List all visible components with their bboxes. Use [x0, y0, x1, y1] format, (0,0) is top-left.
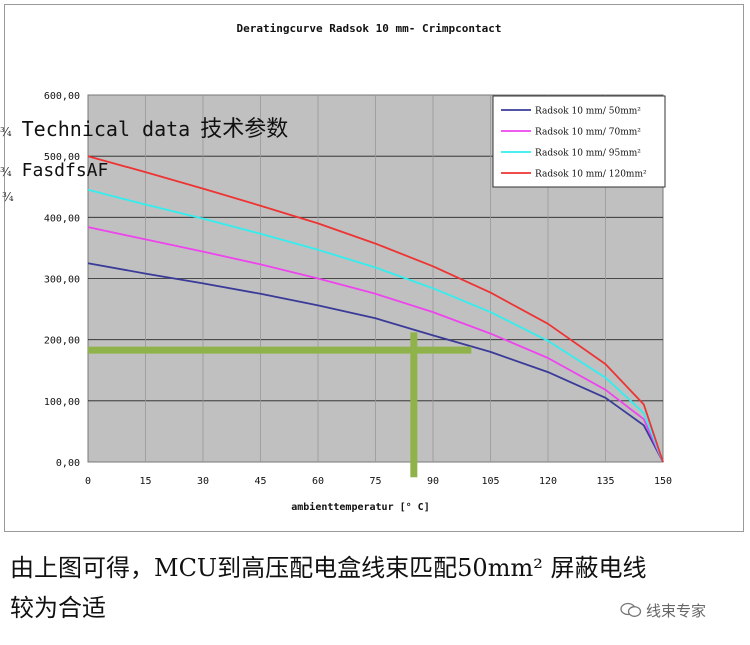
wechat-icon [620, 602, 642, 617]
legend-box [492, 95, 666, 188]
caption: 由上图可得，MCU到高压配电盒线束匹配50mm² 屏蔽电线 较为合适 [10, 548, 745, 628]
watermark-text: 线束专家 [646, 602, 707, 620]
y-tick-label: 300,00 [44, 275, 80, 286]
x-tick-label: 30 [197, 476, 209, 487]
caption-line-1: 由上图可得，MCU到高压配电盒线束匹配50mm² 屏蔽电线 [10, 554, 647, 582]
fasd-text: ¾ FasdfsAF [0, 160, 108, 181]
technical-label: Technical data [21, 117, 191, 141]
y-tick-label: 100,00 [44, 397, 80, 408]
y-tick-label: 400,00 [44, 213, 80, 224]
chart-frame: Deratingcurve Radsok 10 mm- Crimpcontact… [4, 4, 744, 532]
x-tick-label: 120 [539, 476, 557, 487]
legend-label-2: Radsok 10 mm/ 70mm² [535, 128, 641, 138]
chart: Deratingcurve Radsok 10 mm- Crimpcontact… [44, 22, 672, 513]
fasd-label: FasdfsAF [21, 160, 109, 181]
x-tick-label: 15 [139, 476, 151, 487]
bullet-marker-third: ¾ [2, 190, 14, 204]
x-tick-label: 45 [254, 476, 266, 487]
series-line-2 [87, 226, 664, 463]
y-tick-label: 200,00 [44, 336, 80, 347]
series-line-3 [87, 188, 664, 463]
caption-line-2: 较为合适 [10, 594, 106, 622]
y-tick-label: 600,00 [44, 91, 80, 102]
legend-label-3: Radsok 10 mm/ 95mm² [535, 149, 641, 159]
x-tick-label: 90 [427, 476, 439, 487]
x-tick-label: 75 [369, 476, 381, 487]
series-line-1 [87, 262, 664, 463]
technical-data-text: ¾ Technical data 技术参数 [0, 111, 288, 143]
x-tick-label: 60 [312, 476, 324, 487]
x-tick-label: 135 [596, 476, 614, 487]
legend-label-1: Radsok 10 mm/ 50mm² [535, 107, 641, 117]
x-tick-label: 150 [654, 476, 672, 487]
bullet-marker: ¾ [0, 165, 12, 179]
x-tick-label: 105 [481, 476, 499, 487]
bullet-marker: ¾ [0, 125, 12, 139]
y-tick-label: 0,00 [56, 458, 80, 469]
technical-cn-label: 技术参数 [200, 117, 289, 142]
series-line-4 [87, 155, 664, 463]
chart-title: Deratingcurve Radsok 10 mm- Crimpcontact [237, 22, 502, 35]
x-axis-label: ambienttemperatur [° C] [291, 501, 429, 513]
watermark: 线束专家 [620, 600, 706, 621]
x-tick-label: 0 [85, 476, 91, 487]
y-tick-label: 500,00 [44, 152, 80, 163]
legend-label-4: Radsok 10 mm/ 120mm² [535, 170, 647, 180]
